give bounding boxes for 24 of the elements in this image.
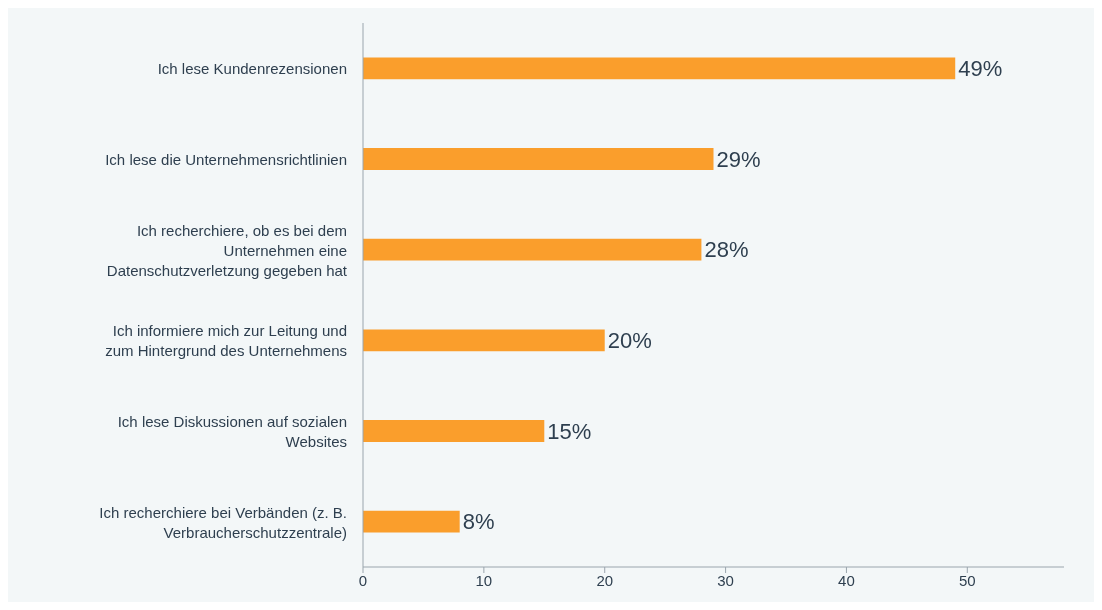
y-tick-label: Ich recherchiere bei Verbänden (z. B. Verbraucherschutzzentrale) — [99, 503, 347, 541]
y-tick-label: Ich recherchiere, ob es bei dem Unternehmen eine Datenschutzverletzung gegeben hat — [106, 221, 348, 279]
y-tick-label: Ich informiere mich zur Leitung und zum Hintergrund des Unternehmens — [105, 321, 347, 359]
x-tick-label: 50 — [958, 571, 976, 589]
x-tick-label: 20 — [596, 571, 614, 589]
x-tick-label: 0 — [358, 571, 368, 589]
data-label: 28% — [704, 237, 749, 263]
bar — [363, 57, 956, 80]
bar — [363, 329, 605, 352]
data-label: 29% — [716, 146, 761, 172]
x-tick-label: 30 — [717, 571, 734, 589]
bar — [363, 420, 545, 442]
y-tick-label: Ich lese die Unternehmensrichtlinien — [105, 150, 347, 168]
bar — [363, 148, 714, 170]
data-label: 15% — [547, 418, 592, 444]
x-tick-label: 10 — [475, 571, 493, 589]
bar — [363, 510, 460, 533]
x-tick-label: 40 — [838, 571, 855, 589]
data-label: 20% — [607, 328, 652, 354]
y-tick-label: Ich lese Diskussionen auf sozialen Websites — [117, 412, 347, 450]
data-label: 49% — [958, 56, 1003, 82]
data-label: 8% — [462, 509, 495, 535]
y-tick-label: Ich lese Kundenrezensionen — [157, 59, 347, 77]
bar — [363, 238, 702, 261]
